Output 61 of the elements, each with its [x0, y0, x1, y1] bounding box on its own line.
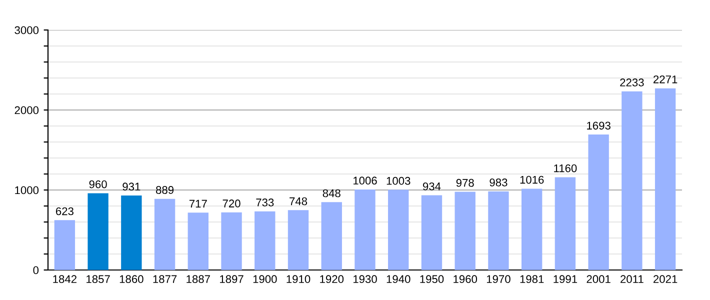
y-tick-label: 1000 [15, 186, 39, 194]
bar [121, 196, 142, 270]
x-tick-label: 1950 [420, 275, 444, 284]
data-label: 1006 [353, 176, 377, 185]
y-tick-label: 3000 [14, 26, 39, 34]
x-tick-label: 1981 [520, 275, 544, 284]
data-label: 889 [156, 186, 174, 194]
bar [88, 193, 108, 270]
bar [321, 202, 342, 270]
data-label: 1693 [587, 122, 610, 130]
x-tick-label: 1910 [286, 275, 310, 284]
data-label: 748 [290, 197, 308, 206]
bar [654, 88, 676, 270]
y-tick-label: 0 [33, 266, 39, 274]
data-label: 733 [256, 198, 274, 206]
bar [154, 198, 176, 270]
x-tick-label: 2021 [654, 275, 678, 284]
x-tick-label: 1860 [120, 275, 144, 284]
x-tick-label: 1940 [386, 275, 410, 284]
x-tick-label: 1970 [486, 275, 510, 284]
x-tick-label: 2001 [586, 275, 610, 284]
data-label: 2271 [654, 75, 678, 84]
x-tick-label: 1857 [86, 275, 110, 284]
bar [454, 192, 476, 270]
x-tick-label: 1887 [186, 275, 210, 284]
data-label: 1003 [386, 176, 410, 185]
x-tick-label: 1842 [53, 275, 76, 284]
bar [588, 134, 609, 270]
x-tick-label: 1920 [320, 275, 344, 284]
bar [188, 212, 208, 270]
bar [488, 191, 509, 270]
bar [354, 190, 376, 270]
x-tick-label: 1930 [353, 275, 377, 284]
x-tick-label: 1877 [153, 275, 177, 284]
data-label: 623 [56, 207, 74, 216]
bar [522, 188, 542, 270]
y-tick-label: 2000 [14, 106, 39, 114]
data-label: 848 [322, 189, 340, 198]
data-label: 717 [189, 200, 207, 208]
data-label: 934 [422, 182, 441, 190]
x-tick-label: 1960 [454, 275, 478, 284]
x-tick-label: 1897 [220, 275, 244, 284]
data-label: 978 [456, 178, 474, 187]
data-label: 720 [222, 200, 240, 208]
bar [221, 212, 242, 270]
bar [388, 190, 409, 270]
bar [54, 220, 76, 270]
data-label: 983 [490, 178, 508, 186]
data-label: 931 [122, 182, 140, 191]
x-tick-label: 2011 [620, 275, 644, 284]
bar [554, 177, 576, 270]
data-label: 1160 [554, 164, 577, 172]
bar [421, 195, 442, 270]
x-tick-label: 1900 [253, 275, 277, 284]
data-label: 960 [89, 180, 107, 188]
x-tick-label: 1991 [554, 275, 578, 284]
data-label: 1016 [520, 176, 544, 184]
bar [622, 91, 642, 270]
bar [288, 210, 309, 270]
data-label: 2233 [620, 78, 644, 86]
bar [254, 211, 276, 270]
